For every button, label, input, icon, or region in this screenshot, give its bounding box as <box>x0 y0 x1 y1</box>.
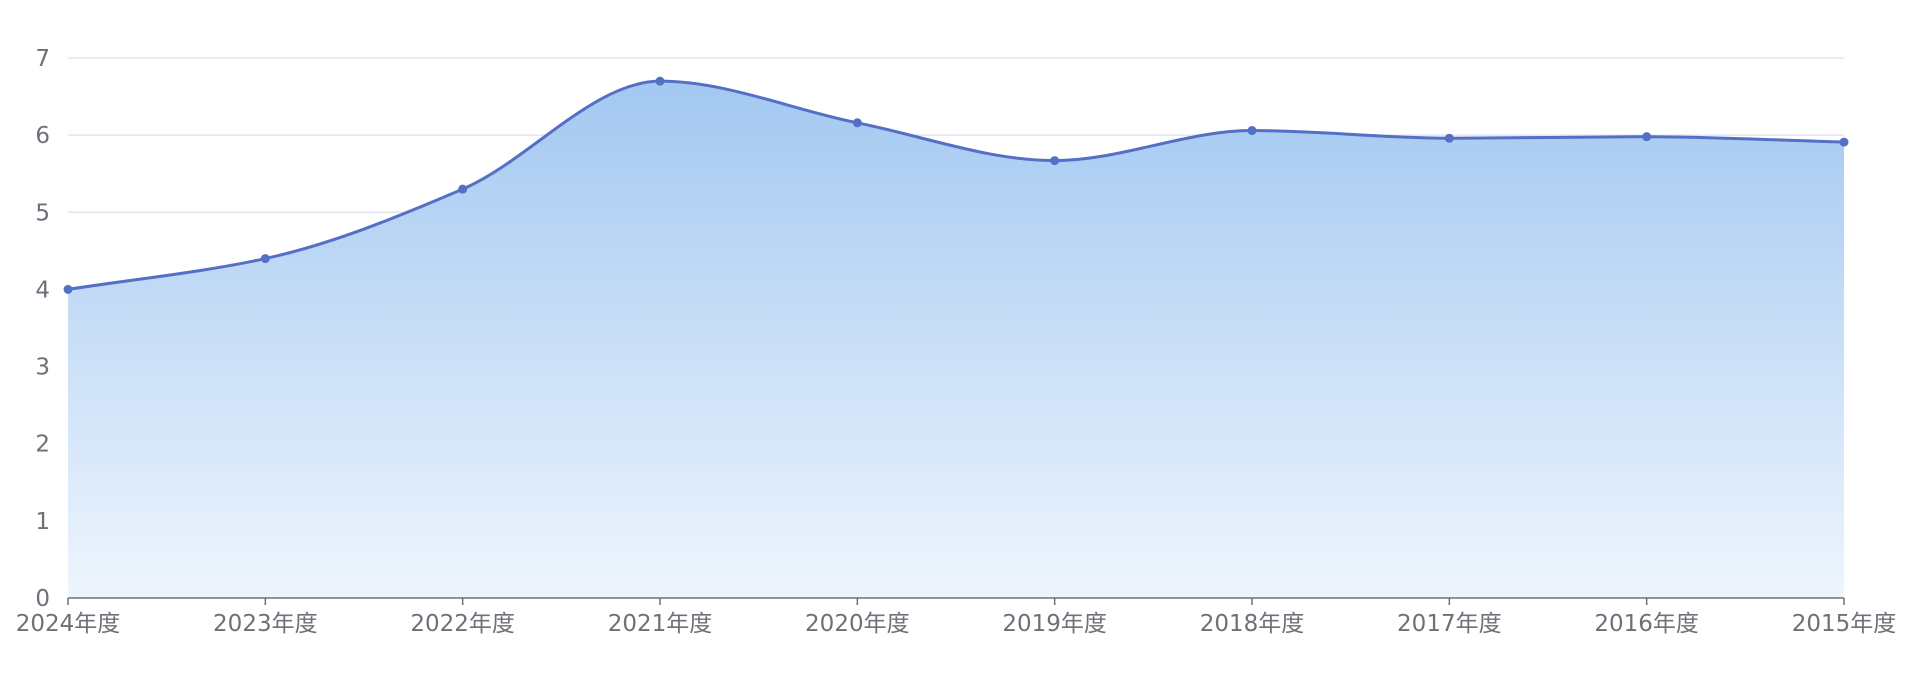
data-points <box>63 76 1849 294</box>
y-tick-label: 5 <box>35 200 50 226</box>
data-point[interactable] <box>1247 126 1257 136</box>
series-line <box>67 79 1845 291</box>
data-point[interactable] <box>655 76 665 86</box>
data-point[interactable] <box>260 254 270 264</box>
y-tick-label: 1 <box>35 509 50 535</box>
x-tick-label: 2022年度 <box>410 611 515 637</box>
series-area <box>68 81 1844 598</box>
y-tick-label: 0 <box>35 586 50 612</box>
y-tick-label: 7 <box>35 46 50 72</box>
y-tick-label: 3 <box>35 355 50 381</box>
data-point[interactable] <box>1839 137 1849 147</box>
x-tick-label: 2017年度 <box>1397 611 1502 637</box>
x-tick-label: 2015年度 <box>1792 611 1897 637</box>
data-point[interactable] <box>63 284 73 294</box>
x-tick-label: 2023年度 <box>213 611 318 637</box>
y-axis-tick-labels: 0 1 2 3 4 5 6 7 <box>35 46 50 612</box>
data-point[interactable] <box>852 118 862 128</box>
x-tick-label: 2021年度 <box>608 611 713 637</box>
data-point[interactable] <box>1642 132 1652 142</box>
y-tick-label: 6 <box>35 123 50 149</box>
x-axis-tick-labels: 2024年度 2023年度 2022年度 2021年度 2020年度 2019年度 2018… <box>16 611 1897 637</box>
data-point[interactable] <box>458 184 468 194</box>
y-tick-label: 2 <box>35 432 50 458</box>
x-tick-label: 2024年度 <box>16 611 121 637</box>
x-tick-label: 2016年度 <box>1594 611 1699 637</box>
x-tick-label: 2020年度 <box>805 611 910 637</box>
data-point[interactable] <box>1444 133 1454 143</box>
x-tick-label: 2019年度 <box>1002 611 1107 637</box>
y-tick-label: 4 <box>35 277 50 303</box>
x-tick-label: 2018年度 <box>1200 611 1305 637</box>
x-axis <box>67 597 1845 605</box>
data-point[interactable] <box>1050 156 1060 166</box>
